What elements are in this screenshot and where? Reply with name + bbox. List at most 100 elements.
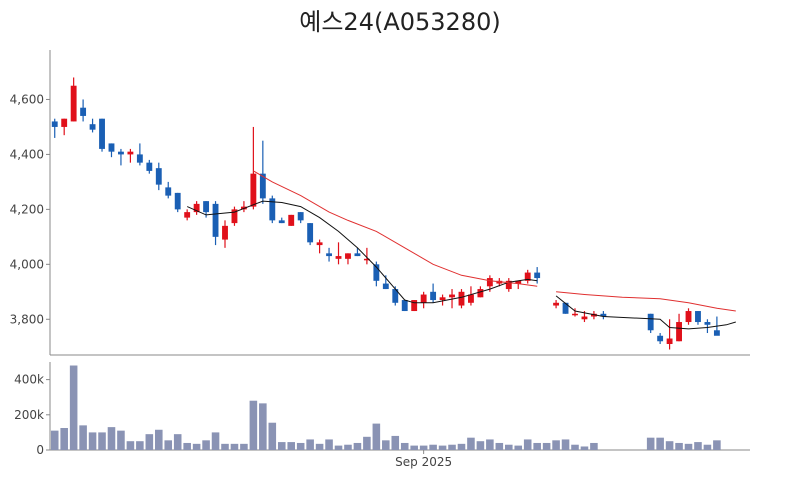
candle-body (250, 173, 257, 207)
candle-body (439, 297, 446, 301)
volume-bar (353, 442, 362, 450)
volume-bar (684, 443, 693, 450)
volume-bar (514, 445, 523, 450)
price-y-tick-label: 4,600 (10, 92, 44, 106)
volume-bar (173, 434, 182, 450)
volume-bar (665, 441, 674, 450)
candle-body (136, 154, 143, 163)
candle-body (174, 192, 181, 210)
volume-bar (50, 430, 59, 450)
candle-body (184, 212, 191, 218)
candle-body (553, 302, 560, 306)
volume-bar (505, 444, 513, 450)
volume-bar (523, 439, 532, 450)
candle-body (61, 118, 68, 127)
candle-body (155, 168, 162, 185)
ma-long-line (556, 291, 736, 312)
volume-bar (155, 429, 163, 450)
volume-bar (277, 442, 286, 450)
candle-body (316, 242, 323, 246)
candle-body (259, 173, 266, 199)
candle-body (515, 280, 522, 284)
candle-body (108, 143, 115, 152)
candle-body (146, 162, 153, 171)
volume-bar (495, 442, 504, 450)
candle-body (411, 300, 418, 312)
volume-bar (448, 444, 456, 450)
volume-bar (410, 445, 418, 450)
volume-bar (571, 444, 579, 450)
candle-body (363, 258, 370, 261)
candle-body (99, 118, 105, 149)
candle-body (392, 289, 399, 303)
price-y-tick-label: 3,800 (10, 312, 44, 326)
volume-bar (580, 446, 589, 450)
volume-bar (268, 422, 277, 450)
volume-bar (552, 440, 560, 450)
candle-body (401, 300, 408, 312)
candle-body (118, 151, 124, 155)
candle-body (572, 313, 578, 316)
candle-body (326, 253, 332, 257)
volume-bar (98, 432, 106, 450)
volume-bar (315, 443, 324, 450)
volume-bar (656, 437, 664, 450)
volume-bar (107, 427, 116, 450)
volume-bar (249, 400, 258, 450)
volume-bar (192, 443, 201, 450)
volume-bar (476, 441, 485, 450)
candle-body (713, 330, 720, 336)
candle-body (193, 203, 200, 213)
candle-body (203, 201, 210, 213)
volume-bar (344, 444, 352, 450)
volume-bar (713, 440, 721, 450)
price-y-tick-label: 4,000 (10, 257, 44, 271)
candle-body (505, 280, 512, 290)
price-y-tick-label: 4,400 (10, 147, 44, 161)
candle-body (345, 253, 351, 259)
candle-body (647, 313, 654, 331)
candle-body (165, 187, 172, 196)
volume-y-tick-label: 200k (14, 408, 44, 422)
volume-bar (145, 434, 154, 450)
candle-body (600, 313, 607, 317)
volume-bar (325, 439, 333, 450)
candle-body (307, 223, 314, 243)
volume-bar (419, 445, 428, 450)
ma-long-line (253, 170, 538, 287)
candle-body (127, 151, 134, 155)
candle-body (477, 289, 484, 298)
candle-body (486, 278, 493, 287)
candle-body (657, 335, 664, 342)
volume-bar (164, 440, 173, 450)
volume-bar (69, 365, 78, 450)
ma-short-line (555, 295, 736, 330)
volume-bar (457, 443, 466, 450)
volume-bar (287, 442, 295, 450)
candle-body (420, 294, 427, 303)
volume-bar (202, 440, 210, 450)
volume-bar (590, 442, 598, 450)
volume-bar (400, 442, 409, 450)
volume-bar (646, 437, 655, 450)
volume-bar (438, 445, 447, 450)
volume-bar (117, 430, 125, 450)
volume-bar (486, 439, 494, 450)
candle-body (524, 272, 531, 281)
volume-bar (88, 432, 97, 450)
candle-body (373, 264, 380, 281)
candle-body (666, 338, 673, 345)
candle-body (51, 121, 58, 127)
volume-bar (240, 443, 248, 450)
volume-bar (211, 432, 220, 450)
volume-bar (429, 444, 437, 450)
volume-bar (259, 403, 267, 450)
candle-body (212, 203, 219, 237)
candle-body (468, 294, 474, 303)
candle-body (89, 124, 96, 130)
candle-body (335, 256, 342, 259)
volume-bar (296, 442, 305, 450)
volume-bar (183, 442, 191, 450)
candle-body (80, 107, 87, 116)
candle-body (534, 272, 541, 279)
